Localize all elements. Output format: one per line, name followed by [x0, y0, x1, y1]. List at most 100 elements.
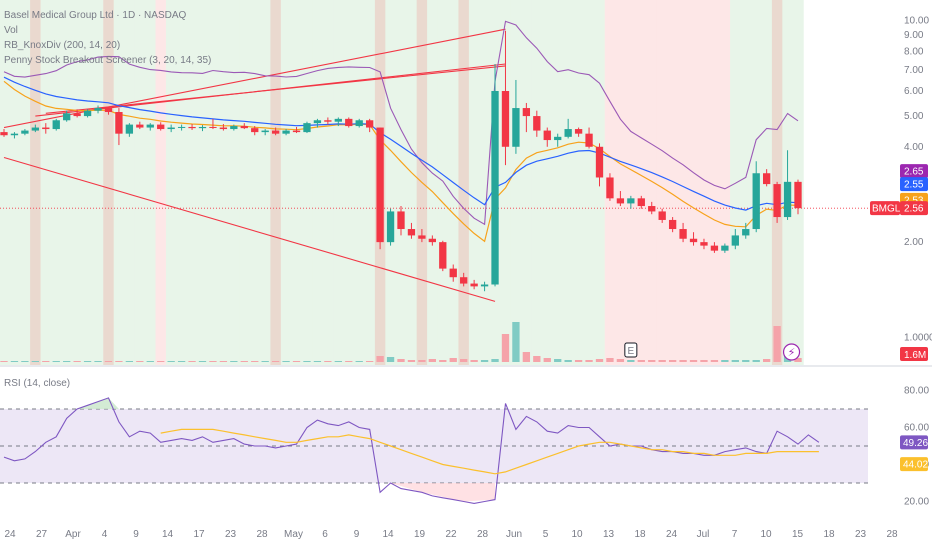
time-tick-label: 28	[886, 529, 898, 540]
bg-band	[510, 0, 522, 365]
candle-body	[700, 242, 708, 246]
time-tick-label: 18	[823, 529, 835, 540]
legend-vol[interactable]: Vol	[4, 25, 18, 36]
price-tick-label: 8.00	[904, 46, 924, 57]
bg-band	[291, 0, 303, 365]
rsi-value-badge	[900, 457, 928, 472]
bg-band	[583, 0, 595, 365]
volume-bar	[460, 359, 468, 362]
volume-bar	[334, 361, 342, 362]
rsi-overbought-fill	[56, 397, 119, 409]
candle-body	[52, 120, 60, 130]
candle-body	[63, 113, 71, 121]
bg-band	[322, 0, 334, 365]
bg-band	[364, 0, 376, 365]
bg-band	[573, 0, 585, 365]
volume-bar	[543, 358, 551, 362]
rsi-tick-label: 80.00	[904, 386, 929, 397]
candle-body	[10, 133, 19, 136]
rsi-legend[interactable]: RSI (14, close)	[4, 378, 71, 389]
candle-body	[146, 124, 154, 128]
time-tick-label: 10	[571, 529, 583, 540]
volume-bar	[794, 358, 802, 362]
ticker-badge-label: BMGL	[872, 204, 901, 215]
volume-bar	[10, 361, 19, 362]
bg-band	[395, 0, 407, 365]
moving-averages	[3, 76, 799, 243]
price-tick-label: 4.00	[904, 142, 924, 153]
candle-body	[345, 118, 353, 127]
candle-body	[73, 113, 81, 117]
time-tick-label: 14	[162, 529, 174, 540]
legend-knox[interactable]: RB_KnoxDiv (200, 14, 20)	[4, 40, 121, 51]
price-label-value: 2.53	[904, 195, 924, 206]
candle-body	[627, 198, 635, 204]
rsi-background	[0, 397, 868, 502]
orange-moving-average	[3, 80, 799, 243]
volume-bar	[83, 361, 92, 362]
candle-body	[21, 130, 29, 134]
time-axis[interactable]: 24 27 Apr 4 9 14 17 23 28 May 6 9 14 19 22 28 Jun 5 10 13 18…	[4, 529, 898, 540]
bg-band	[636, 0, 648, 365]
symbol-title[interactable]: Basel Medical Group Ltd · 1D · NASDAQ	[4, 10, 187, 21]
volume-bar	[303, 361, 311, 362]
lightning-icon: ⚡	[788, 346, 796, 359]
bg-band	[468, 0, 480, 365]
candle-body	[648, 206, 656, 212]
time-tick-label: 9	[133, 529, 139, 540]
volume-bar	[198, 361, 207, 362]
volume-bar	[146, 361, 154, 362]
candle-body	[324, 120, 332, 122]
candle-body	[564, 129, 572, 137]
bg-band	[51, 0, 62, 365]
candle-body	[763, 173, 771, 185]
legend-screener[interactable]: Penny Stock Breakout Screener (3, 20, 14…	[4, 55, 212, 66]
volume-bar	[0, 361, 8, 362]
volume-bar	[679, 360, 687, 362]
bg-band	[103, 0, 115, 365]
volume-bar	[616, 359, 625, 362]
volume-bar	[710, 360, 719, 362]
time-tick-label: 28	[477, 529, 489, 540]
candle-body	[157, 124, 165, 130]
candle-body	[136, 124, 144, 128]
volume-bar	[397, 359, 405, 362]
bg-band	[656, 0, 668, 365]
candle-body	[428, 238, 436, 243]
volume-bar	[533, 356, 541, 362]
candle-body	[334, 118, 342, 122]
candle-body	[271, 130, 280, 134]
candle-body	[219, 127, 228, 130]
candle-body	[251, 128, 259, 133]
price-label-value: 2.55	[904, 180, 924, 191]
bg-band	[479, 0, 491, 365]
volume-bar	[366, 361, 374, 362]
volume-bar	[261, 361, 269, 362]
volume-bar	[501, 334, 510, 362]
volume-bar	[731, 360, 739, 362]
time-tick-label: 7	[732, 529, 738, 540]
bg-band	[0, 0, 10, 365]
volume-bar	[251, 361, 259, 362]
bg-band	[698, 0, 710, 365]
candle-body	[668, 219, 677, 230]
bg-band	[40, 0, 52, 365]
time-tick-label: Jul	[697, 529, 710, 540]
price-label-value: 2.65	[904, 167, 924, 178]
lightning-marker	[782, 343, 801, 361]
rsi-value-badge	[900, 435, 928, 450]
volume-bar	[157, 361, 165, 362]
bg-band	[458, 0, 470, 365]
candle-body	[574, 129, 583, 134]
candle-body	[794, 181, 802, 209]
price-tick-label: 10.00	[904, 16, 929, 27]
volume-bar	[418, 360, 426, 362]
volume-bar	[345, 361, 353, 362]
bg-band	[207, 0, 219, 365]
volume-bar	[721, 360, 729, 362]
candle-body	[366, 120, 374, 128]
candle-body	[752, 173, 760, 230]
volume-bar	[773, 326, 781, 362]
rsi-line	[3, 397, 820, 504]
